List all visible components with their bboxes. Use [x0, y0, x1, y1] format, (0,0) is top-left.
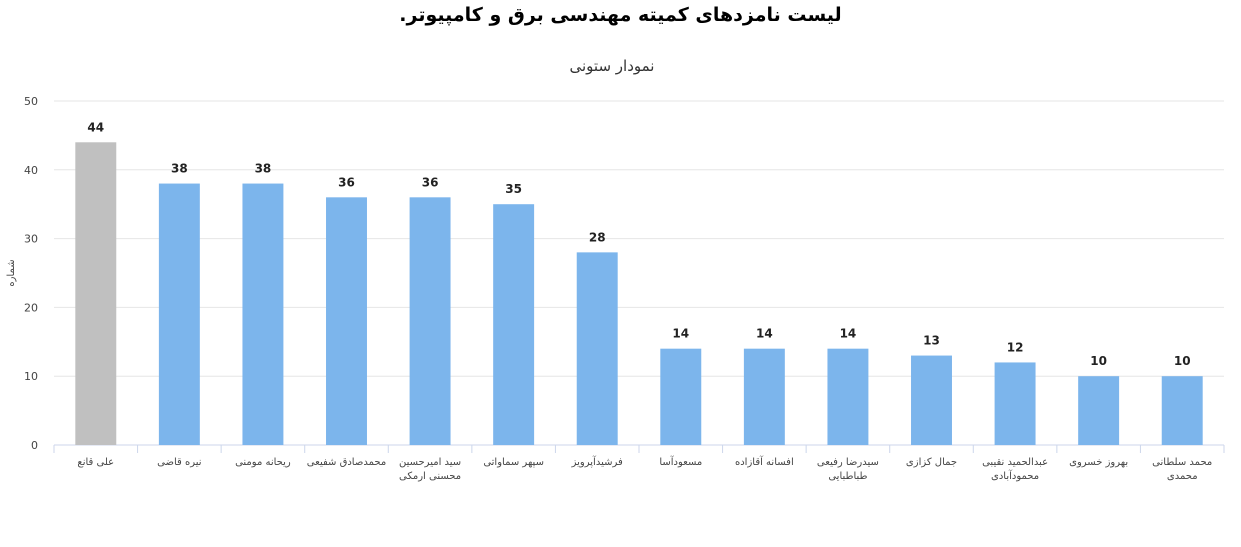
- data-label: 35: [505, 182, 522, 196]
- data-label: 14: [840, 327, 857, 341]
- x-tick-label: محمد سلطانی محمدی: [1152, 457, 1212, 482]
- x-tick-label: سید امیرحسین محسنی ارمکی: [399, 457, 461, 482]
- x-tick-label: محمدصادق شفیعی: [307, 457, 386, 468]
- bar[interactable]: [660, 348, 702, 445]
- bars: [75, 142, 1203, 445]
- x-tick-label: افسانه آقازاده: [735, 455, 794, 468]
- x-tick-label: مسعودآسا: [659, 455, 702, 468]
- x-tick-label: سپهر سماواتی: [483, 457, 544, 468]
- x-axis-ticks: علی قانع نیره قاضی ریحانه مومنی محمدصادق شف…: [53, 445, 1225, 482]
- bar[interactable]: [994, 362, 1036, 445]
- data-label: 14: [672, 327, 689, 341]
- y-tick-label: 30: [24, 233, 38, 246]
- bar[interactable]: [326, 197, 367, 445]
- y-axis-ticks: 0 10 20 30 40 50: [24, 95, 38, 452]
- data-label: 14: [756, 327, 773, 341]
- data-label: 38: [255, 162, 272, 176]
- x-tick-label: نیره قاضی: [157, 457, 201, 468]
- data-label: 12: [1007, 340, 1024, 354]
- x-tick-label: فرشیدآپرویز: [571, 455, 623, 468]
- x-tick-label: علی قانع: [77, 457, 114, 468]
- bar[interactable]: [409, 197, 451, 445]
- bar[interactable]: [743, 348, 785, 445]
- data-label: 10: [1174, 354, 1191, 368]
- data-label: 13: [923, 334, 940, 348]
- data-label: 36: [422, 175, 439, 189]
- bar[interactable]: [1161, 376, 1203, 445]
- x-tick-label: سیدرضا رفیعی طباطبایی: [817, 457, 879, 482]
- x-tick-label: عبدالحمید نقیبی محمودآبادی: [982, 457, 1048, 482]
- bar[interactable]: [911, 355, 952, 445]
- y-tick-label: 20: [24, 301, 38, 314]
- y-tick-label: 0: [31, 439, 38, 452]
- data-label: 36: [338, 175, 355, 189]
- data-labels: 44 38 38 36 36 35 28 14 14 14 13 12 10 10: [87, 120, 1190, 368]
- x-tick-label: بهروز خسروی: [1069, 457, 1128, 468]
- bar[interactable]: [242, 183, 284, 445]
- y-tick-label: 50: [24, 95, 38, 108]
- x-tick-label: ریحانه مومنی: [235, 457, 291, 468]
- bar[interactable]: [75, 142, 117, 445]
- data-label: 28: [589, 230, 606, 244]
- bar[interactable]: [576, 252, 618, 445]
- y-axis-label: شماره: [6, 259, 17, 286]
- data-label: 38: [171, 162, 188, 176]
- bar[interactable]: [158, 183, 200, 445]
- bar[interactable]: [1078, 376, 1120, 445]
- bar[interactable]: [827, 348, 869, 445]
- grid-lines: [54, 100, 1224, 446]
- y-tick-label: 10: [24, 370, 38, 383]
- chart-title: نمودار ستونی: [569, 57, 655, 75]
- x-tick-label: جمال کزازی: [906, 457, 957, 468]
- data-label: 44: [87, 120, 104, 134]
- data-label: 10: [1090, 354, 1107, 368]
- y-tick-label: 40: [24, 164, 38, 177]
- page-title: لیست نامزدهای کمیته مهندسی برق و کامپیوت…: [399, 4, 842, 26]
- bar[interactable]: [493, 204, 535, 445]
